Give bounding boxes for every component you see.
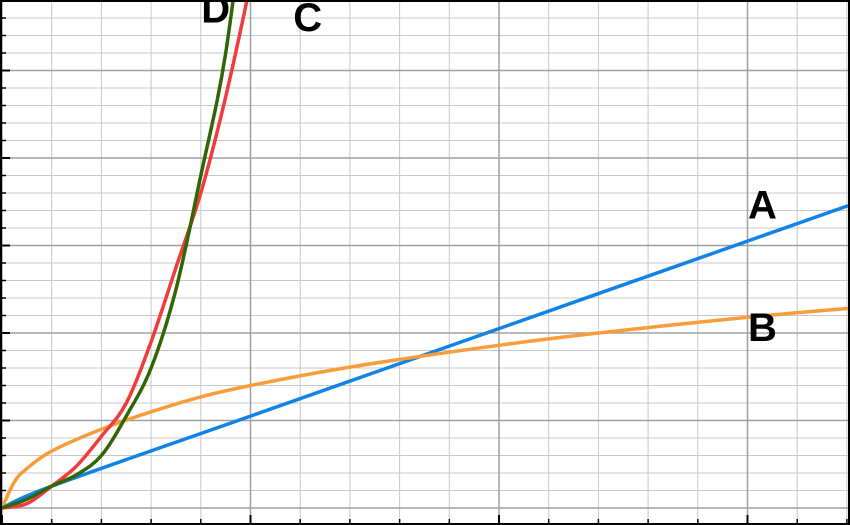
annotation-layer: A B C D [201,0,777,350]
series-layer [0,0,849,510]
series-line-b [0,306,849,510]
curve-label-c: C [293,0,322,40]
series-line-d [0,0,235,510]
curve-label-d: D [201,0,230,31]
curve-label-b: B [748,306,777,350]
curve-label-a: A [748,183,777,227]
